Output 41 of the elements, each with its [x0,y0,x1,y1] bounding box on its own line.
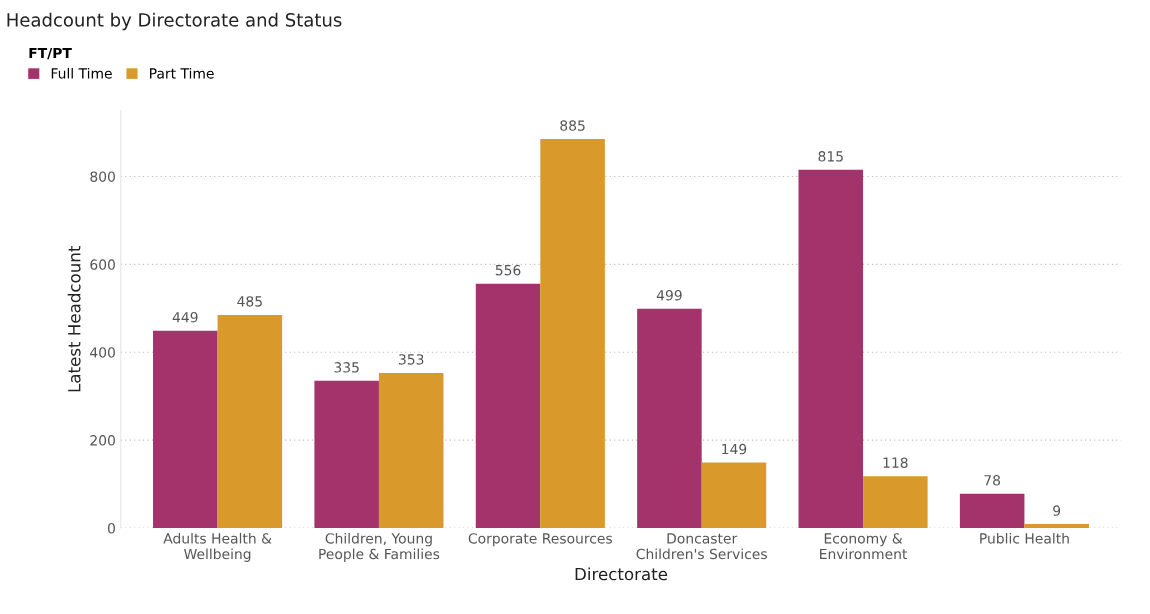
bar [378,372,444,529]
x-axis-title: Directorate [575,567,668,581]
bar [475,283,541,529]
bar [1024,524,1089,529]
data-label: 149 [722,443,747,455]
y-tick-label: 200 [90,435,115,446]
y-axis-title: Latest Headcount [67,245,81,392]
data-label: 118 [883,457,908,468]
x-tick-label: Corporate Resources [468,533,613,547]
bar [798,169,864,529]
bar [540,139,605,529]
y-tick-label: 400 [90,347,115,358]
data-label: 499 [656,289,682,301]
x-tick-label: Adults Health & Wellbeing [163,532,272,562]
data-label: 815 [818,151,843,162]
bar [637,308,702,529]
x-tick-label: Children, Young People & Families [319,532,440,562]
bar [863,476,928,529]
bar [959,493,1025,529]
data-label: 556 [495,264,521,276]
data-label: 335 [334,362,359,373]
x-tick-label: Economy & Environment [820,533,908,560]
bar [217,314,283,529]
y-tick-label: 800 [90,171,115,182]
data-label: 78 [984,475,1001,486]
bar [153,330,218,529]
data-label: 353 [399,354,424,365]
data-label: 9 [1053,505,1061,516]
data-label: 485 [237,296,262,307]
y-tick-label: 600 [90,259,115,270]
data-label: 449 [172,311,198,323]
legend-label: Part Time [150,67,214,79]
chart-title: Headcount by Directorate and Status [7,12,342,31]
x-tick-label: Public Health [980,532,1069,544]
bar [701,462,767,529]
legend-label: Full Time [51,67,112,79]
x-tick-label: Doncaster Children's Services [636,533,767,560]
y-tick-label: 0 [107,523,115,534]
bar [314,380,379,529]
data-label: 885 [560,120,585,131]
legend-title: FT/PT [29,47,72,60]
